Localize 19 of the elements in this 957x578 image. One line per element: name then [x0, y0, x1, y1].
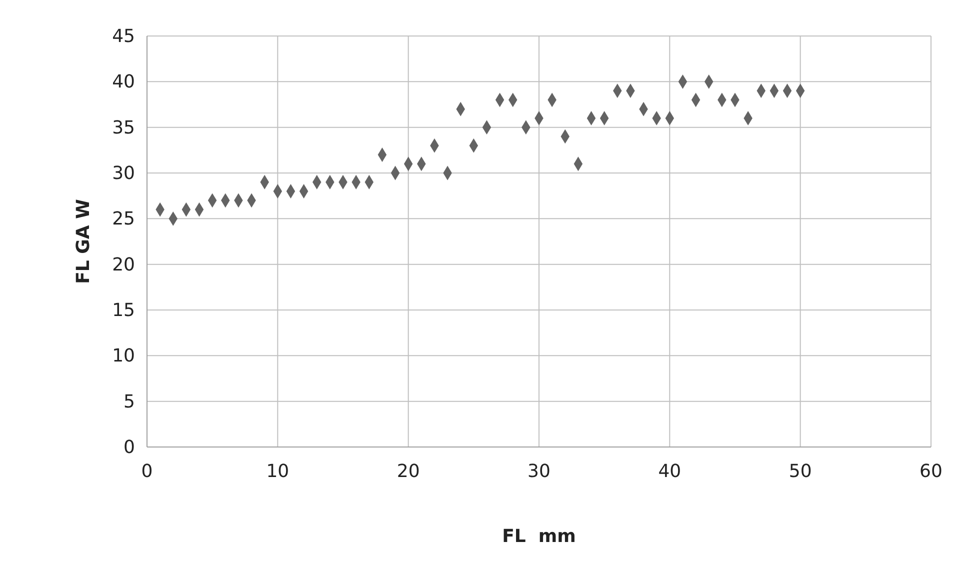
x-tick-label: 40 — [658, 461, 682, 482]
y-tick-label: 0 — [124, 437, 135, 458]
x-tick-label: 20 — [396, 461, 420, 482]
y-axis-title: FL GA W — [73, 198, 94, 284]
x-tick-label: 50 — [788, 461, 812, 482]
x-tick-label: 60 — [920, 461, 942, 482]
x-axis-title: FL mm — [502, 526, 576, 547]
x-tick-label: 10 — [266, 461, 290, 482]
x-tick-label: 0 — [141, 461, 153, 482]
y-tick-label: 30 — [112, 163, 135, 184]
y-tick-label: 5 — [124, 391, 135, 412]
y-tick-label: 10 — [112, 346, 135, 367]
y-tick-label: 20 — [112, 254, 135, 276]
y-tick-label: 40 — [112, 72, 135, 93]
y-tick-label: 15 — [112, 300, 135, 321]
y-tick-label: 25 — [112, 208, 135, 230]
y-tick-label: 35 — [112, 117, 135, 138]
x-tick-label: 30 — [528, 461, 550, 482]
y-tick-label: 45 — [112, 26, 135, 47]
